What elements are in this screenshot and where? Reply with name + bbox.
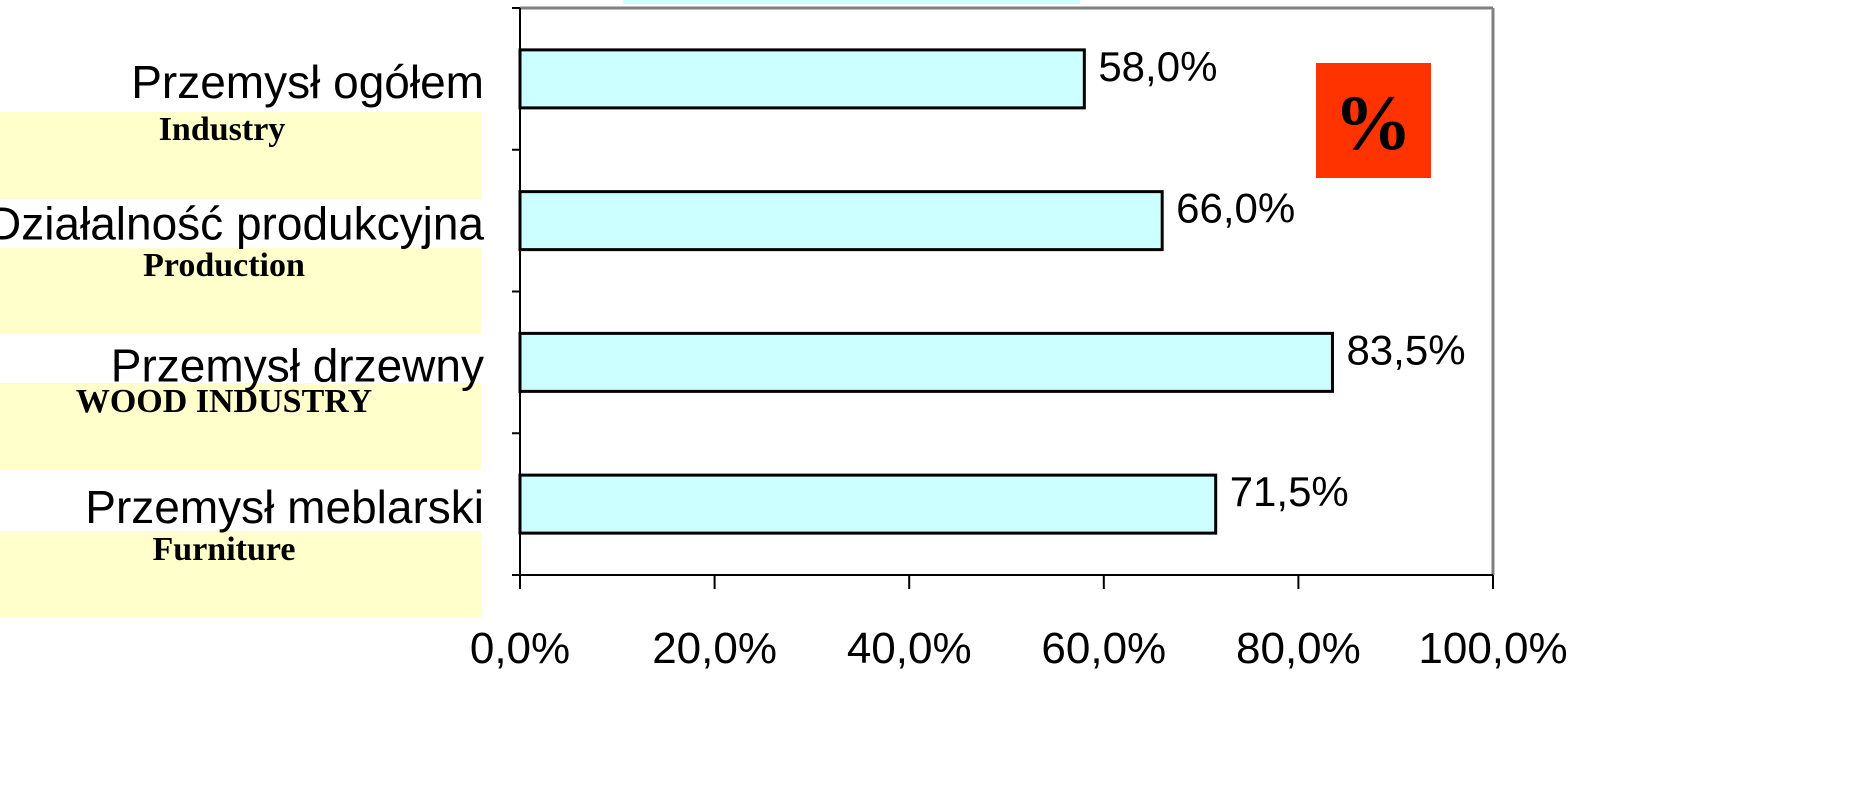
category-translation-label: Production <box>143 247 305 284</box>
label-highlight-box <box>0 248 481 334</box>
background-layer <box>0 0 1080 618</box>
bar-value-label: 83,5% <box>1346 326 1465 373</box>
category-translation-label: Industry <box>159 111 286 148</box>
percent-badge-text: % <box>1334 79 1412 166</box>
label-highlight-box <box>0 112 481 199</box>
percent-badge-layer: % <box>1316 63 1431 178</box>
label-highlight-box <box>0 531 481 618</box>
x-tick-label: 40,0% <box>847 624 972 673</box>
bars-layer <box>518 48 1334 535</box>
bar <box>518 331 1334 393</box>
x-tick-label: 0,0% <box>470 624 570 673</box>
category-label: Działalność produkcyjna <box>0 198 484 250</box>
x-tick-label: 100,0% <box>1418 624 1567 673</box>
category-translation-label: WOOD INDUSTRY <box>76 383 372 420</box>
bar-value-label: 71,5% <box>1230 468 1349 515</box>
category-label: Przemysł meblarski <box>85 481 484 533</box>
x-tick-label: 80,0% <box>1236 624 1361 673</box>
bar <box>518 190 1164 252</box>
x-tick-label: 20,0% <box>652 624 777 673</box>
category-label: Przemysł drzewny <box>111 339 484 391</box>
percent-badge <box>1316 63 1431 178</box>
bar-value-label: 58,0% <box>1098 43 1217 90</box>
label-highlight-box <box>0 383 481 470</box>
category-label: Przemysł ogółem <box>131 56 484 108</box>
bar-value-label: 66,0% <box>1176 185 1295 232</box>
bar <box>518 473 1218 535</box>
labels-layer: 58,0% Przemysł ogółem 66,0% Działalność pro… <box>0 43 1466 568</box>
bar <box>518 48 1086 110</box>
tick-layer: 0,0% 20,0% 40,0% 60,0% 80,0% 100,0% <box>470 7 1568 673</box>
category-translation-label: Furniture <box>153 531 296 568</box>
title-strip <box>623 0 1080 4</box>
x-tick-label: 60,0% <box>1041 624 1166 673</box>
